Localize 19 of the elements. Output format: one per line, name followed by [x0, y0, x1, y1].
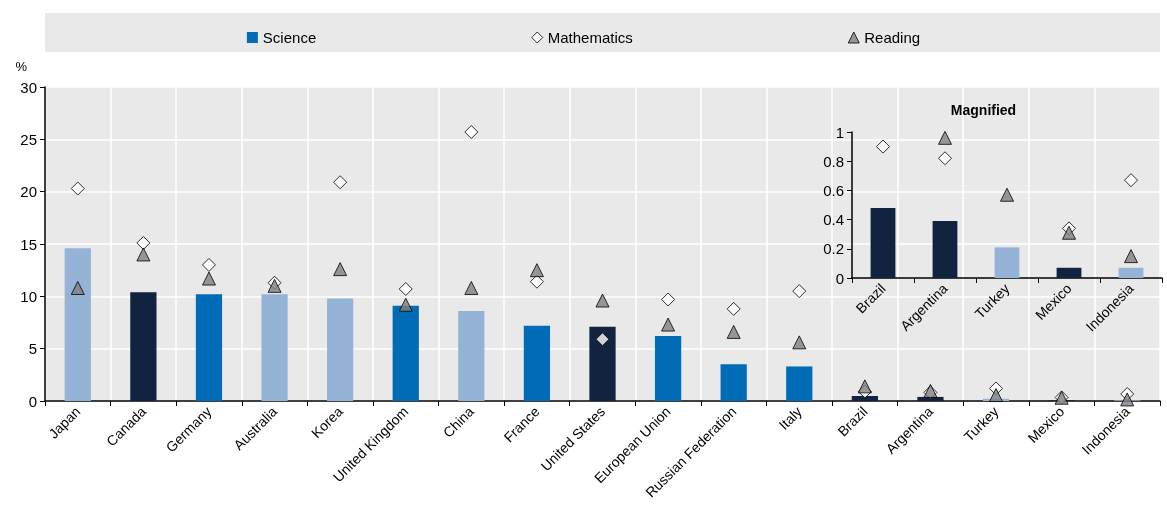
chart-title: Magnified [950, 102, 1017, 118]
y-tick-label: 0.4 [823, 211, 844, 229]
y-tick-label: 0.8 [823, 152, 844, 170]
y-tick-label: 20 [20, 183, 37, 201]
y-tick-label: 30 [20, 78, 37, 96]
y-tick-label: 0 [835, 269, 844, 287]
y-tick-label: 0 [28, 392, 37, 410]
y-tick-label: 25 [20, 130, 37, 148]
legend-label: Mathematics [547, 29, 633, 46]
x-tick-label: Italy [775, 403, 805, 433]
legend-label: Reading [864, 29, 921, 46]
y-tick-label: 15 [20, 235, 37, 253]
y-tick-label: 0.6 [823, 181, 844, 199]
legend-label: Science [262, 29, 317, 46]
y-tick-label: 10 [20, 287, 37, 305]
y-axis-title: % [15, 59, 28, 74]
y-tick-label: 0.2 [823, 240, 844, 258]
y-tick-label: 1 [835, 123, 844, 141]
y-tick-label: 5 [28, 340, 37, 358]
